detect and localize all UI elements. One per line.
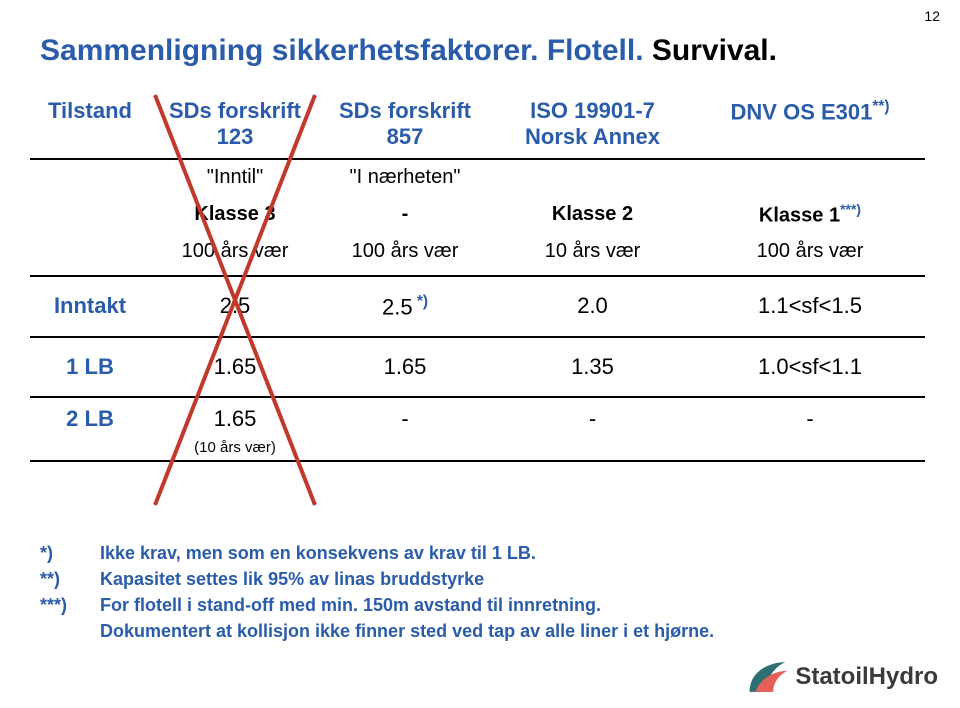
cell: 1.35: [490, 337, 695, 397]
footnote-key: *): [40, 540, 100, 566]
cell: [695, 159, 925, 195]
col-iso: ISO 19901-7Norsk Annex: [490, 90, 695, 159]
cell: 10 års vær: [490, 234, 695, 276]
footnote-text: Ikke krav, men som en konsekvens av krav…: [100, 540, 536, 566]
footnote: *) Ikke krav, men som en konsekvens av k…: [40, 540, 714, 566]
table-sub-row-years: 100 års vær 100 års vær 10 års vær 100 å…: [30, 234, 925, 276]
title-part-b: Flotell.: [547, 34, 644, 67]
cell: Klasse 1***): [695, 195, 925, 234]
cell: 1.65 (10 års vær): [150, 397, 320, 461]
cell: 1.65: [150, 337, 320, 397]
cell: 100 års vær: [150, 234, 320, 276]
col-sds-857: SDs forskrift857: [320, 90, 490, 159]
table-row: Inntakt 2.5 2.5 *) 2.0 1.1<sf<1.5: [30, 276, 925, 337]
cell: 2.5 *): [320, 276, 490, 337]
comparison-table: Tilstand SDs forskrift123 SDs forskrift8…: [30, 90, 925, 462]
page-number: 12: [924, 8, 940, 24]
table-row: 2 LB 1.65 (10 års vær) - - -: [30, 397, 925, 461]
footnote-key: [40, 618, 100, 644]
cell: Klasse 3: [150, 195, 320, 234]
cell: 100 års vær: [320, 234, 490, 276]
cell: 100 års vær: [695, 234, 925, 276]
logo-text: StatoilHydro: [795, 663, 938, 691]
row-label: Inntakt: [30, 276, 150, 337]
cell: 1.0<sf<1.1: [695, 337, 925, 397]
footnote-text: Dokumentert at kollisjon ikke finner ste…: [100, 618, 714, 644]
row-label: 2 LB: [30, 397, 150, 461]
table-sub-row-klasse: Klasse 3 - Klasse 2 Klasse 1***): [30, 195, 925, 234]
cell: "Inntil": [150, 159, 320, 195]
cell: "I nærheten": [320, 159, 490, 195]
cell: -: [490, 397, 695, 461]
col-dnv: DNV OS E301**): [695, 90, 925, 159]
row-label: 1 LB: [30, 337, 150, 397]
statoilhydro-logo: StatoilHydro: [747, 660, 938, 694]
cell: [490, 159, 695, 195]
table-sub-row-quote: "Inntil" "I nærheten": [30, 159, 925, 195]
footnotes: *) Ikke krav, men som en konsekvens av k…: [40, 540, 714, 644]
footnote-text: Kapasitet settes lik 95% av linas brudds…: [100, 566, 484, 592]
col-tilstand: Tilstand: [30, 90, 150, 159]
cell: 2.0: [490, 276, 695, 337]
title-part-c: Survival.: [652, 34, 777, 67]
page-title: Sammenligning sikkerhetsfaktorer. Flotel…: [40, 34, 777, 68]
cell: 1.65: [320, 337, 490, 397]
table-header-row: Tilstand SDs forskrift123 SDs forskrift8…: [30, 90, 925, 159]
comparison-table-wrap: Tilstand SDs forskrift123 SDs forskrift8…: [30, 90, 925, 462]
logo-icon: [747, 660, 789, 694]
footnote-key: ***): [40, 592, 100, 618]
footnote: ***) For flotell i stand-off med min. 15…: [40, 592, 714, 618]
cell: -: [320, 397, 490, 461]
cell: -: [695, 397, 925, 461]
cell: 1.1<sf<1.5: [695, 276, 925, 337]
table-row: 1 LB 1.65 1.65 1.35 1.0<sf<1.1: [30, 337, 925, 397]
title-part-a: Sammenligning sikkerhetsfaktorer.: [40, 34, 539, 67]
cell: Klasse 2: [490, 195, 695, 234]
footnote: **) Kapasitet settes lik 95% av linas br…: [40, 566, 714, 592]
cell: 2.5: [150, 276, 320, 337]
footnote-key: **): [40, 566, 100, 592]
cell: -: [320, 195, 490, 234]
col-sds-123: SDs forskrift123: [150, 90, 320, 159]
footnote: Dokumentert at kollisjon ikke finner ste…: [40, 618, 714, 644]
footnote-text: For flotell i stand-off med min. 150m av…: [100, 592, 601, 618]
